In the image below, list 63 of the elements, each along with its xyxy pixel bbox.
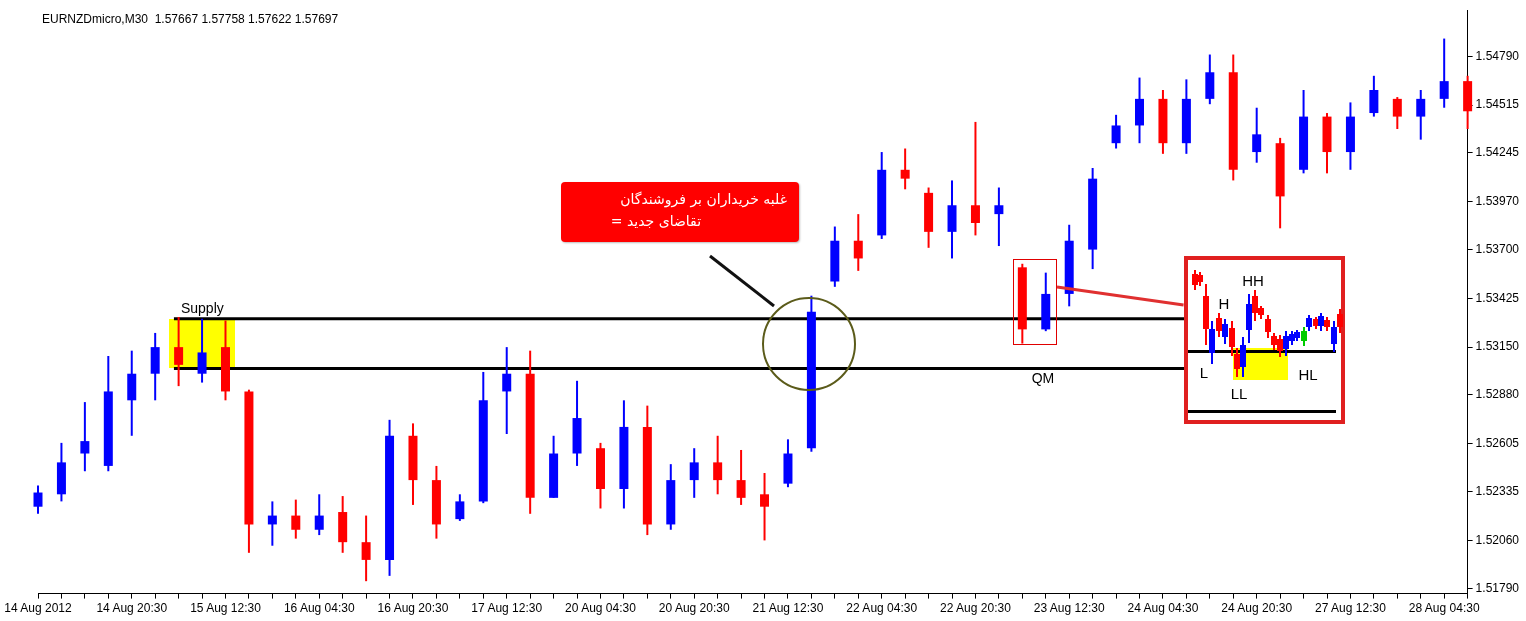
annotation: HL xyxy=(1298,365,1318,383)
annotation: تقاضای جدید = xyxy=(609,211,703,231)
candlestick xyxy=(970,120,980,237)
ref-line-label: QM xyxy=(1031,370,1055,387)
callout-box: غلبه خریداران بر فروشندگان تقاضای جدید = xyxy=(561,181,800,242)
x-tick-label: 24 Aug 04:30 xyxy=(1127,601,1199,616)
y-tick-label: 1.53150 xyxy=(1475,339,1520,354)
candlestick xyxy=(1252,106,1262,164)
y-tick-label: 1.52880 xyxy=(1475,387,1520,402)
x-tick-label: 28 Aug 04:30 xyxy=(1408,601,1480,616)
x-tick-label: 15 Aug 12:30 xyxy=(190,601,262,616)
y-tick-label: 1.52335 xyxy=(1475,483,1520,498)
annotation: LL xyxy=(1230,384,1248,402)
candlestick xyxy=(1392,96,1402,131)
candlestick xyxy=(689,447,699,499)
candlestick xyxy=(760,472,770,542)
y-tick-label: 1.52060 xyxy=(1475,532,1520,547)
x-tick-label: 20 Aug 04:30 xyxy=(565,601,637,616)
candlestick xyxy=(1416,89,1426,141)
y-tick-label: 1.53700 xyxy=(1475,241,1520,256)
y-tick-label: 1.53425 xyxy=(1475,290,1520,305)
candlestick xyxy=(1369,74,1379,118)
chart-title: EURNZDmicro,M30 1.57667 1.57758 1.57622 1.57697 xyxy=(42,12,339,27)
x-tick-label: 17 Aug 12:30 xyxy=(471,601,543,616)
candlestick xyxy=(291,498,301,540)
y-tick-label: 1.51790 xyxy=(1475,580,1520,595)
candlestick xyxy=(267,500,277,547)
x-tick-label: 23 Aug 12:30 xyxy=(1033,601,1105,616)
candlestick xyxy=(361,514,371,583)
ref-line-label: Supply xyxy=(180,299,224,316)
annotation: L xyxy=(1199,363,1209,381)
candlestick xyxy=(33,484,43,515)
candlestick xyxy=(853,213,863,272)
candlestick xyxy=(1439,37,1449,109)
candlestick xyxy=(197,317,207,384)
candlestick xyxy=(713,434,723,496)
x-tick-label: 22 Aug 20:30 xyxy=(940,601,1012,616)
x-tick-label: 20 Aug 20:30 xyxy=(658,601,730,616)
annotation: H xyxy=(1218,294,1230,312)
x-tick-label: 27 Aug 12:30 xyxy=(1315,601,1387,616)
y-tick-label: 1.54245 xyxy=(1475,145,1520,160)
candlestick xyxy=(455,493,465,522)
candlestick xyxy=(736,448,746,506)
x-tick-label: 16 Aug 20:30 xyxy=(377,601,449,616)
x-tick-label: 22 Aug 04:30 xyxy=(846,601,918,616)
x-tick-label: 21 Aug 12:30 xyxy=(752,601,824,616)
x-tick-label: 14 Aug 2012 xyxy=(4,601,73,616)
annotation: غلبه خریداران بر فروشندگان xyxy=(619,189,788,210)
x-tick-label: 16 Aug 04:30 xyxy=(283,601,355,616)
candlestick xyxy=(502,346,512,436)
y-tick-label: 1.53970 xyxy=(1475,194,1520,209)
y-tick-label: 1.54790 xyxy=(1475,48,1520,63)
candlestick xyxy=(80,401,90,473)
candlestick xyxy=(174,315,184,388)
y-tick-label: 1.52605 xyxy=(1475,436,1520,451)
candlestick xyxy=(1111,113,1121,150)
candlestick xyxy=(314,493,324,537)
candlestick xyxy=(900,147,910,191)
x-tick-label: 14 Aug 20:30 xyxy=(96,601,168,616)
candlestick xyxy=(994,186,1004,248)
x-tick-label: 24 Aug 20:30 xyxy=(1221,601,1293,616)
annotation: HH xyxy=(1242,271,1264,289)
y-tick-label: 1.54515 xyxy=(1475,97,1520,112)
